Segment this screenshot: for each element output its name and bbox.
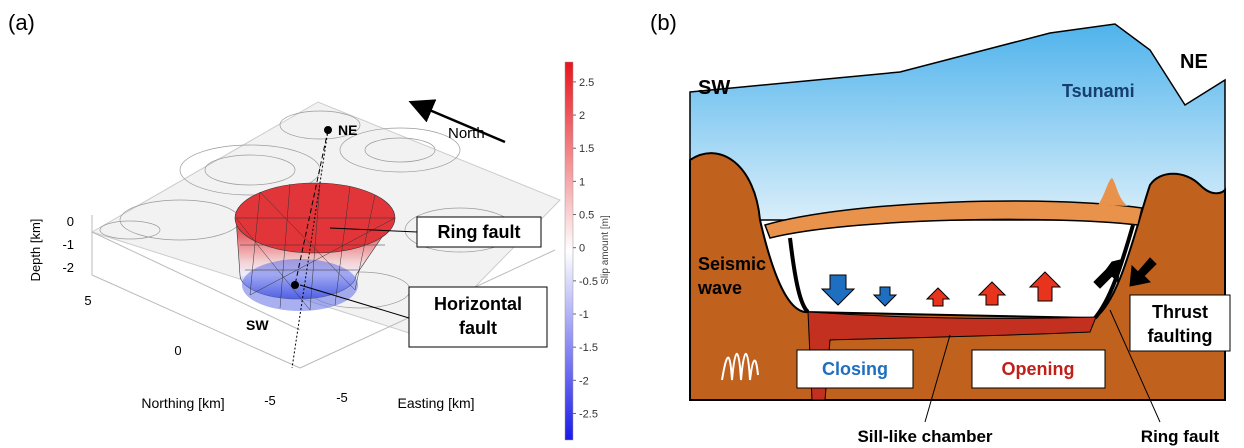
colorbar-scale xyxy=(565,62,573,440)
opening-label: Opening xyxy=(1002,359,1075,379)
depth-tick: -1 xyxy=(62,237,74,252)
colorbar-tick-label: -2 xyxy=(579,375,589,387)
colorbar-tick-label: 2.5 xyxy=(579,77,594,89)
sw-point xyxy=(291,281,299,289)
colorbar-tick-label: -1.5 xyxy=(579,342,598,354)
northing-axis-label: Northing [km] xyxy=(141,395,224,411)
ne-label: NE xyxy=(338,122,357,138)
figure: (a) NE SW North Ring fault xyxy=(0,0,1244,448)
tsunami-label: Tsunami xyxy=(1062,81,1135,101)
ne-point xyxy=(324,126,332,134)
colorbar-tick-label: 0.5 xyxy=(579,210,594,222)
easting-axis-label: Easting [km] xyxy=(397,395,474,411)
ne-label: NE xyxy=(1180,51,1208,73)
colorbar-tick-label: -1 xyxy=(579,309,589,321)
depth-tick: -2 xyxy=(62,260,74,275)
sea xyxy=(690,24,1225,220)
sw-label: SW xyxy=(698,77,730,99)
colorbar-tick-label: 1 xyxy=(579,176,585,188)
colorbar: 2.5 2 1.5 1 0.5 0 -0.5 -1 -1.5 -2 -2.5 xyxy=(565,62,598,440)
ring-fault-label: Ring fault xyxy=(438,222,521,242)
ring-fault xyxy=(790,225,1133,318)
sw-label: SW xyxy=(246,317,269,333)
colorbar-tick-label: -2.5 xyxy=(579,408,598,420)
colorbar-tick-label: -0.5 xyxy=(579,276,598,288)
easting-tick: -5 xyxy=(336,390,348,405)
colorbar-tick-label: 0 xyxy=(579,243,585,255)
colorbar-label: Slip amount [m] xyxy=(600,215,611,285)
colorbar-tick-label: 2 xyxy=(579,110,585,122)
northing-tick: 0 xyxy=(174,343,181,358)
closing-label: Closing xyxy=(822,359,888,379)
ring-fault-label: Ring fault xyxy=(1141,427,1220,446)
north-label: North xyxy=(448,125,485,142)
northing-tick: -5 xyxy=(264,393,276,408)
panel-label: (b) xyxy=(650,10,677,35)
panel-label: (a) xyxy=(8,10,35,35)
sill-chamber-label: Sill-like chamber xyxy=(857,427,992,446)
depth-axis-label: Depth [km] xyxy=(28,219,43,282)
northing-tick: 5 xyxy=(84,293,91,308)
depth-tick: 0 xyxy=(67,214,74,229)
colorbar-tick-label: 1.5 xyxy=(579,143,594,155)
